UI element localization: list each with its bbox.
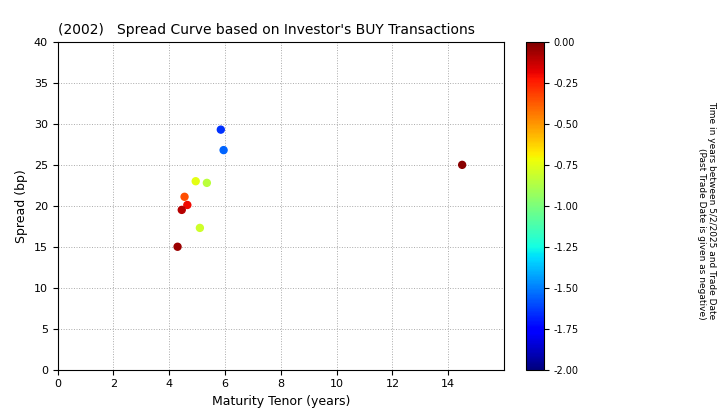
Point bbox=[218, 147, 230, 153]
Text: Time in years between 5/2/2025 and Trade Date
(Past Trade Date is given as negat: Time in years between 5/2/2025 and Trade… bbox=[697, 101, 716, 319]
Point bbox=[190, 178, 202, 184]
Point bbox=[179, 194, 190, 200]
Text: (2002)   Spread Curve based on Investor's BUY Transactions: (2002) Spread Curve based on Investor's … bbox=[58, 23, 474, 37]
Point bbox=[181, 202, 193, 208]
Point bbox=[456, 161, 468, 168]
Point bbox=[176, 207, 187, 213]
Point bbox=[215, 126, 227, 133]
Point bbox=[201, 179, 212, 186]
Point bbox=[194, 225, 206, 231]
Y-axis label: Spread (bp): Spread (bp) bbox=[15, 169, 28, 243]
Point bbox=[172, 243, 184, 250]
X-axis label: Maturity Tenor (years): Maturity Tenor (years) bbox=[212, 395, 350, 408]
